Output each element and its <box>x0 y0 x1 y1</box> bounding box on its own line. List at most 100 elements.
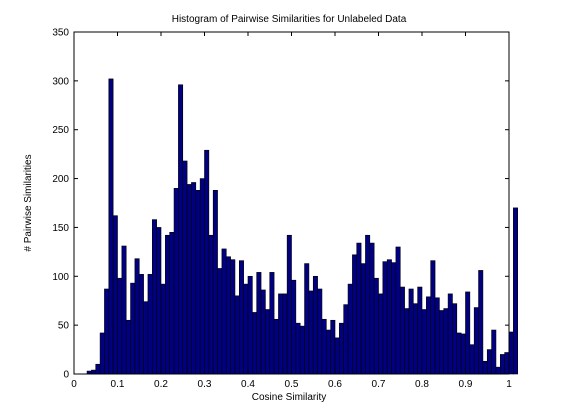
histogram-bar <box>299 325 305 375</box>
histogram-bar <box>286 234 292 375</box>
histogram-bar <box>138 274 144 375</box>
histogram-bar <box>412 303 418 375</box>
histogram-bar <box>173 188 179 375</box>
histogram-bar <box>278 293 284 375</box>
histogram-bar <box>330 319 336 375</box>
histogram-bar <box>134 258 140 375</box>
histogram-bar <box>486 349 492 375</box>
x-axis-label: Cosine Similarity <box>252 392 326 403</box>
x-tick-label: 0.7 <box>372 379 386 390</box>
histogram-bar <box>334 337 340 375</box>
histogram-bar <box>208 234 214 375</box>
histogram-bar <box>469 344 475 375</box>
histogram-bar <box>495 366 501 375</box>
x-tick-label: 1 <box>506 379 512 390</box>
histogram-bar <box>191 182 197 375</box>
histogram-bar <box>273 318 279 375</box>
histogram-bar <box>343 304 349 375</box>
histogram-bar <box>91 369 97 375</box>
histogram-bar <box>447 293 453 375</box>
histogram-bar <box>304 263 310 375</box>
histogram-bar <box>317 288 323 375</box>
histogram-bar <box>225 256 231 375</box>
histogram-bar <box>482 360 488 375</box>
x-tick-label: 0.4 <box>241 379 255 390</box>
chart-title: Histogram of Pairwise Similarities for U… <box>172 14 407 25</box>
histogram-bar <box>478 270 484 375</box>
histogram-bar <box>434 297 440 375</box>
histogram-bar <box>321 318 327 375</box>
histogram-bar <box>239 260 244 375</box>
histogram-bar <box>217 268 223 375</box>
histogram-bar <box>504 352 510 375</box>
y-tick-label: 50 <box>58 321 70 332</box>
histogram-bar <box>178 84 184 375</box>
x-axis-ticks: 0 0.1 0.2 0.3 0.4 0.5 0.6 0.7 0.8 0.9 1 <box>71 32 512 390</box>
x-tick-label: 0.9 <box>459 379 473 390</box>
histogram-bar <box>195 189 201 375</box>
histogram-bar <box>295 322 301 375</box>
y-tick-label: 150 <box>52 223 69 234</box>
histogram-bar <box>104 288 110 375</box>
histogram-bar <box>439 310 445 375</box>
y-tick-label: 100 <box>52 272 69 283</box>
histogram-bar <box>365 234 371 375</box>
histogram-bar <box>443 308 449 375</box>
y-tick-label: 300 <box>52 76 69 87</box>
histogram-bar <box>408 288 414 375</box>
histogram-bar <box>399 286 405 375</box>
histogram-bar <box>421 309 427 375</box>
histogram-bar <box>199 178 205 375</box>
histogram-bar <box>112 215 118 375</box>
histogram-bar <box>426 296 432 375</box>
histogram-bar <box>513 207 518 375</box>
histogram-bar <box>465 291 471 375</box>
histogram-bar <box>152 219 157 375</box>
histogram-bar <box>378 293 384 375</box>
x-tick-label: 0.6 <box>328 379 342 390</box>
histogram-bar <box>265 309 271 375</box>
histogram-bar <box>456 332 462 375</box>
histogram-bar <box>430 260 436 375</box>
histogram-bar <box>339 322 345 375</box>
histogram-bar <box>395 246 401 375</box>
histogram-bar <box>243 283 249 375</box>
histogram-bar <box>325 329 331 375</box>
histogram-bar <box>491 329 497 375</box>
histogram-bar <box>143 301 149 375</box>
histogram-bar <box>156 227 162 375</box>
histogram-bar <box>160 283 166 375</box>
x-tick-label: 0.2 <box>154 379 168 390</box>
histogram-bar <box>95 363 101 375</box>
histogram-bar <box>308 290 314 375</box>
histogram-bar <box>417 286 423 375</box>
histogram-bar <box>260 289 266 375</box>
histogram-bar <box>247 275 253 375</box>
histogram-bar <box>117 277 123 375</box>
histogram-bar <box>499 354 505 375</box>
y-tick-label: 250 <box>52 125 69 136</box>
histogram-bar <box>360 263 366 375</box>
histogram-bar <box>269 272 275 375</box>
histogram-bar <box>356 242 362 375</box>
histogram-bar <box>212 189 218 375</box>
histogram-bar <box>147 274 153 375</box>
histogram-bar <box>169 232 175 375</box>
histogram-bar <box>291 279 297 375</box>
histogram-bar <box>256 272 262 375</box>
x-tick-label: 0.5 <box>285 379 299 390</box>
x-tick-label: 0.3 <box>198 379 212 390</box>
histogram-bar <box>282 293 288 375</box>
histogram-bar <box>460 333 466 375</box>
x-tick-label: 0.8 <box>415 379 429 390</box>
y-tick-label: 350 <box>52 28 69 39</box>
histogram-bar <box>130 282 136 375</box>
y-tick-label: 0 <box>63 370 69 381</box>
histogram-bar <box>404 308 410 375</box>
histogram-bar <box>165 234 171 375</box>
histogram-bar <box>204 149 210 375</box>
histogram-bar <box>386 259 392 375</box>
histogram-bar <box>508 331 514 375</box>
histogram-bar <box>221 248 227 375</box>
x-tick-label: 0 <box>71 379 77 390</box>
